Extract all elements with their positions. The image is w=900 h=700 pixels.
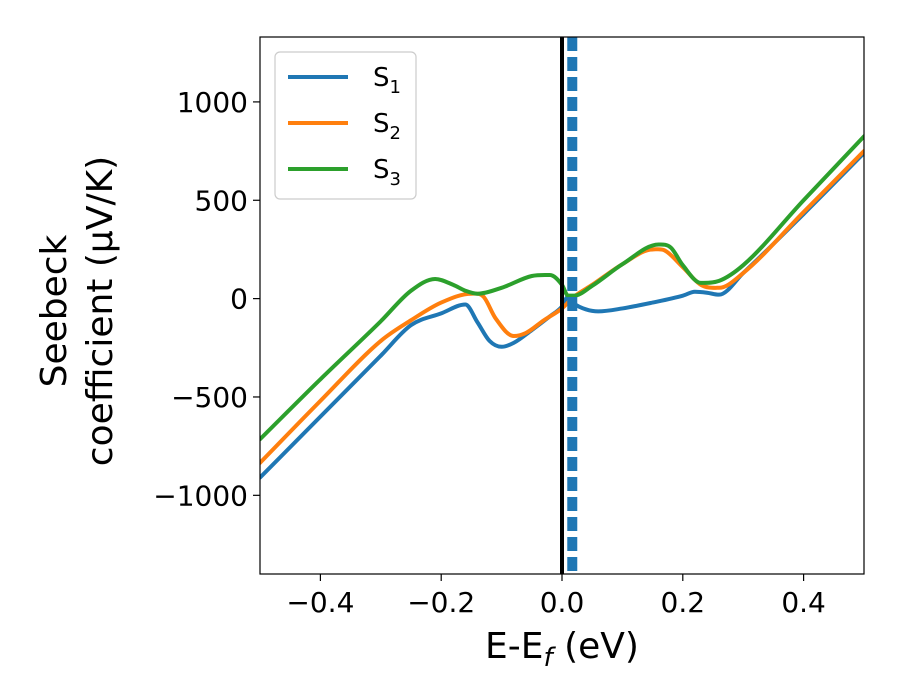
y-tick-label: −500 xyxy=(171,381,248,414)
y-axis-label-line1: Seebeck xyxy=(34,234,75,387)
x-tick-label: 0.0 xyxy=(540,586,585,619)
legend-box xyxy=(274,51,417,200)
legend: S1 S2 S3 xyxy=(274,51,417,200)
y-axis-label-line2: coefficient (μV/K) xyxy=(80,156,121,466)
x-tick-label: −0.4 xyxy=(286,586,354,619)
y-tick-label: 1000 xyxy=(177,86,248,119)
y-axis-ticks: 1000 500 0 −500 −1000 xyxy=(153,86,260,512)
x-tick-label: 0.4 xyxy=(781,586,826,619)
y-tick-label: 500 xyxy=(195,184,248,217)
x-axis-ticks: −0.4 −0.2 0.0 0.2 0.4 xyxy=(286,574,826,619)
legend-label-s1: S1 xyxy=(373,63,401,98)
x-axis-label-base: E-E xyxy=(485,626,543,667)
x-axis-label: E-Ef (eV) xyxy=(485,626,639,673)
x-tick-label: 0.2 xyxy=(661,586,706,619)
legend-label-s2: S2 xyxy=(373,109,401,144)
legend-label-s3: S3 xyxy=(373,155,401,190)
x-axis-label-tail: (eV) xyxy=(553,626,639,667)
x-tick-label: −0.2 xyxy=(407,586,475,619)
series-line-s1 xyxy=(260,151,864,480)
series-line-s3 xyxy=(260,134,864,442)
y-tick-label: −1000 xyxy=(153,479,248,512)
y-tick-label: 0 xyxy=(230,283,248,316)
vline-layer xyxy=(560,37,578,574)
